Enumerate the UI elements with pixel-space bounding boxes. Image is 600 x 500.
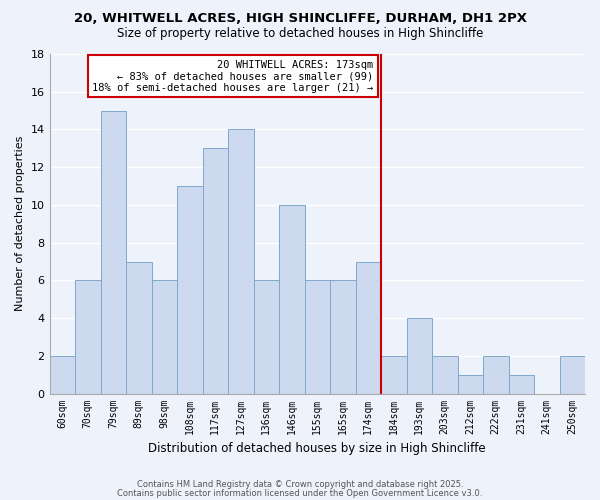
Text: 20, WHITWELL ACRES, HIGH SHINCLIFFE, DURHAM, DH1 2PX: 20, WHITWELL ACRES, HIGH SHINCLIFFE, DUR…	[74, 12, 527, 26]
Bar	[152, 280, 177, 394]
Text: Size of property relative to detached houses in High Shincliffe: Size of property relative to detached ho…	[117, 28, 483, 40]
Bar	[126, 262, 152, 394]
Text: 20 WHITWELL ACRES: 173sqm
← 83% of detached houses are smaller (99)
18% of semi-: 20 WHITWELL ACRES: 173sqm ← 83% of detac…	[92, 60, 373, 93]
X-axis label: Distribution of detached houses by size in High Shincliffe: Distribution of detached houses by size …	[148, 442, 486, 455]
Bar	[407, 318, 432, 394]
Y-axis label: Number of detached properties: Number of detached properties	[15, 136, 25, 312]
Bar	[75, 280, 101, 394]
Bar	[279, 205, 305, 394]
Bar	[381, 356, 407, 394]
Bar	[356, 262, 381, 394]
Bar	[254, 280, 279, 394]
Bar	[458, 374, 483, 394]
Bar	[228, 130, 254, 394]
Text: Contains HM Land Registry data © Crown copyright and database right 2025.: Contains HM Land Registry data © Crown c…	[137, 480, 463, 489]
Bar	[432, 356, 458, 394]
Bar	[50, 356, 75, 394]
Bar	[305, 280, 330, 394]
Bar	[483, 356, 509, 394]
Bar	[330, 280, 356, 394]
Bar	[203, 148, 228, 394]
Bar	[509, 374, 534, 394]
Bar	[177, 186, 203, 394]
Text: Contains public sector information licensed under the Open Government Licence v3: Contains public sector information licen…	[118, 488, 482, 498]
Bar	[101, 110, 126, 394]
Bar	[560, 356, 585, 394]
